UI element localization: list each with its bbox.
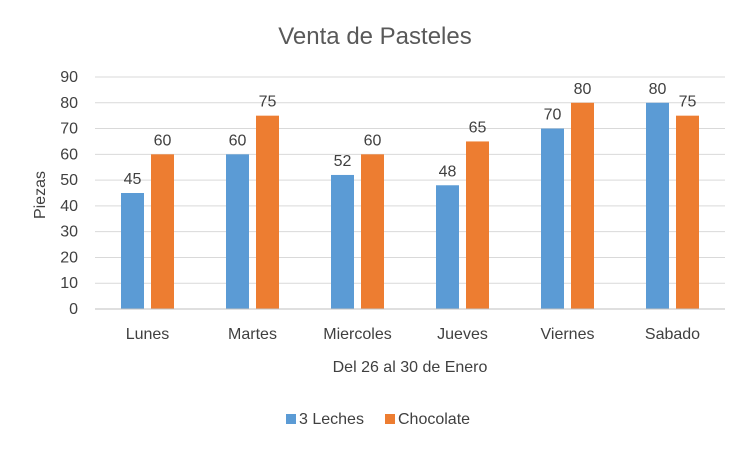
bars: [121, 102, 699, 310]
data-label: 75: [679, 94, 697, 111]
data-label: 75: [259, 94, 277, 111]
x-tick-label: Lunes: [126, 326, 170, 343]
bar-series-2: [571, 102, 594, 310]
bar-series-2: [256, 115, 279, 310]
bar-series-2: [466, 141, 489, 309]
data-label: 52: [334, 153, 352, 170]
data-label: 60: [364, 132, 382, 149]
legend-label: 3 Leches: [299, 411, 364, 428]
chart-title: Venta de Pasteles: [278, 23, 471, 50]
legend: 3 Leches Chocolate: [286, 411, 470, 428]
bar-series-2: [361, 154, 384, 309]
y-axis-title: Piezas: [32, 171, 49, 219]
y-tick-label: 60: [60, 146, 78, 163]
bar-series-2: [676, 115, 699, 310]
data-label: 60: [229, 132, 247, 149]
y-tick-label: 90: [60, 69, 78, 86]
x-tick-label: Martes: [228, 326, 277, 343]
legend-swatch: [385, 414, 395, 424]
x-axis-title: Del 26 al 30 de Enero: [333, 359, 488, 376]
x-tick-label: Miercoles: [323, 326, 391, 343]
data-label: 80: [649, 81, 667, 98]
y-tick-label: 30: [60, 224, 78, 241]
y-tick-label: 0: [69, 301, 78, 318]
x-tick-label: Viernes: [541, 326, 595, 343]
bar-series-1: [226, 154, 249, 309]
legend-label: Chocolate: [398, 411, 470, 428]
bar-series-2: [151, 154, 174, 309]
bar-series-1: [541, 128, 564, 309]
data-label: 65: [469, 119, 487, 136]
y-axis-ticks: 0 10 20 30 40 50 60 70 80 90: [60, 69, 78, 318]
x-axis-ticks: Lunes Martes Miercoles Jueves Viernes Sabado: [126, 326, 700, 343]
x-tick-label: Sabado: [645, 326, 700, 343]
y-tick-label: 70: [60, 121, 78, 138]
bar-series-1: [331, 174, 354, 309]
y-tick-label: 40: [60, 198, 78, 215]
data-label: 60: [154, 132, 172, 149]
data-labels: 45 60 60 75 52 60 48 65 70 80 80 75: [124, 81, 697, 188]
data-label: 80: [574, 81, 592, 98]
y-tick-label: 10: [60, 275, 78, 292]
bar-series-1: [646, 102, 669, 310]
legend-swatch: [286, 414, 296, 424]
y-tick-label: 80: [60, 95, 78, 112]
data-label: 70: [544, 107, 562, 124]
bar-series-1: [436, 185, 459, 309]
data-label: 48: [439, 163, 457, 180]
x-tick-label: Jueves: [437, 326, 488, 343]
y-tick-label: 20: [60, 249, 78, 266]
y-tick-label: 50: [60, 172, 78, 189]
bar-series-1: [121, 193, 144, 309]
gridlines: [95, 76, 725, 284]
data-label: 45: [124, 171, 142, 188]
